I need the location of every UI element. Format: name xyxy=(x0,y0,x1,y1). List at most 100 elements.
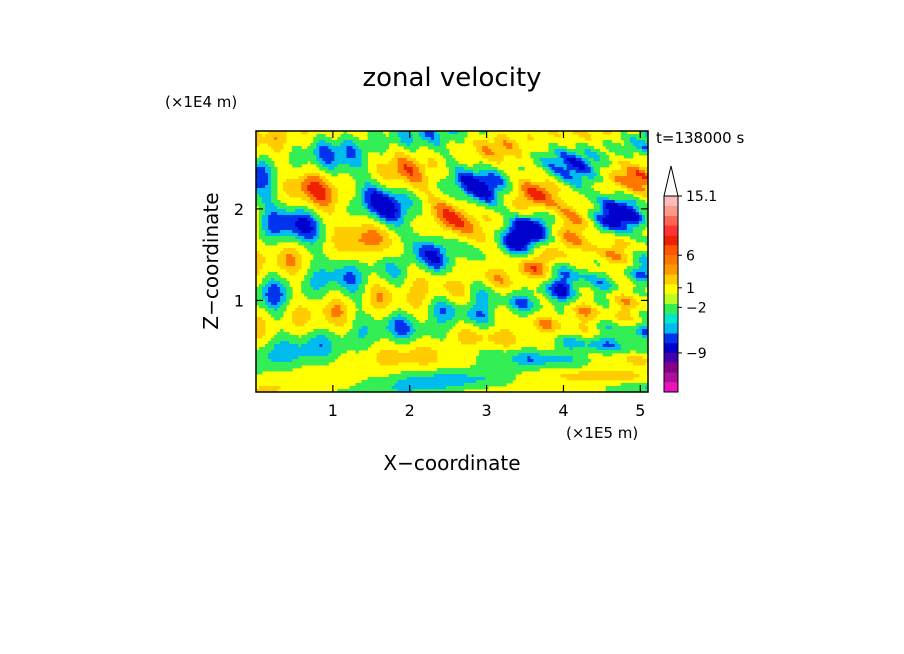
field-cell xyxy=(325,170,329,174)
field-cell xyxy=(470,185,474,189)
field-cell xyxy=(632,140,637,144)
field-cell xyxy=(611,224,616,228)
field-cell xyxy=(430,266,435,270)
field-cell xyxy=(352,206,356,210)
field-cell xyxy=(617,152,622,156)
field-cell xyxy=(319,146,323,150)
field-cell xyxy=(307,242,311,246)
field-cell xyxy=(497,209,501,213)
field-cell xyxy=(494,239,498,243)
field-cell xyxy=(343,137,347,141)
field-cell xyxy=(620,170,625,174)
field-cell xyxy=(584,167,589,171)
field-cell xyxy=(578,230,583,234)
field-cell xyxy=(548,281,552,285)
field-cell xyxy=(397,143,402,147)
field-cell xyxy=(476,227,480,231)
field-cell xyxy=(316,149,320,153)
field-cell xyxy=(593,281,598,285)
field-cell xyxy=(262,161,266,165)
field-cell xyxy=(316,158,320,162)
field-cell xyxy=(524,272,528,276)
field-cell xyxy=(488,299,492,303)
field-cell xyxy=(611,212,616,216)
field-cell xyxy=(635,143,640,147)
field-cell xyxy=(307,272,311,276)
field-cell xyxy=(262,140,266,144)
field-cell xyxy=(424,269,429,273)
field-cell xyxy=(307,230,311,234)
field-cell xyxy=(572,221,577,225)
field-cell xyxy=(566,161,570,165)
field-cell xyxy=(527,185,531,189)
field-cell xyxy=(310,221,314,225)
field-cell xyxy=(644,206,648,210)
field-cell xyxy=(452,134,456,138)
field-cell xyxy=(635,272,640,276)
field-cell xyxy=(620,296,625,300)
field-cell xyxy=(445,140,450,144)
field-cell xyxy=(563,290,567,294)
field-cell xyxy=(476,296,480,300)
field-cell xyxy=(412,203,417,207)
field-cell xyxy=(439,263,444,267)
field-cell xyxy=(280,266,284,270)
field-cell xyxy=(304,212,308,216)
field-cell xyxy=(328,164,332,168)
field-cell xyxy=(355,212,359,216)
field-cell xyxy=(403,194,408,198)
field-cell xyxy=(433,203,438,207)
field-cell xyxy=(346,242,350,246)
field-cell xyxy=(385,257,390,261)
field-cell xyxy=(563,149,567,153)
field-cell xyxy=(467,218,471,222)
field-cell xyxy=(470,245,474,249)
field-cell xyxy=(406,134,411,138)
field-cell xyxy=(265,173,269,177)
field-cell xyxy=(262,296,266,300)
field-cell xyxy=(620,167,625,171)
field-cell xyxy=(355,269,359,273)
field-cell xyxy=(268,290,272,294)
field-cell xyxy=(337,227,341,231)
field-cell xyxy=(304,218,308,222)
field-cell xyxy=(301,182,305,186)
field-cell xyxy=(452,302,456,306)
field-cell xyxy=(424,188,429,192)
field-cell xyxy=(403,173,408,177)
field-cell xyxy=(391,269,396,273)
field-cell xyxy=(623,173,628,177)
field-cell xyxy=(491,182,495,186)
field-cell xyxy=(500,149,504,153)
field-cell xyxy=(307,185,311,189)
field-cell xyxy=(286,254,290,258)
field-cell xyxy=(409,233,414,237)
field-cell xyxy=(584,146,589,150)
field-cell xyxy=(379,137,384,141)
field-cell xyxy=(476,287,480,291)
field-cell xyxy=(400,272,405,276)
field-cell xyxy=(533,305,537,309)
field-cell xyxy=(593,296,598,300)
field-cell xyxy=(617,242,622,246)
field-cell xyxy=(611,254,616,258)
field-cell xyxy=(358,299,362,303)
field-cell xyxy=(452,179,456,183)
field-cell xyxy=(509,254,513,258)
field-cell xyxy=(346,149,350,153)
field-cell xyxy=(307,182,311,186)
field-cell xyxy=(503,188,507,192)
field-cell xyxy=(620,257,625,261)
field-cell xyxy=(539,227,543,231)
field-cell xyxy=(325,146,329,150)
field-cell xyxy=(593,203,598,207)
field-cell xyxy=(455,224,459,228)
field-cell xyxy=(554,164,558,168)
field-cell xyxy=(388,191,393,195)
field-cell xyxy=(427,197,432,201)
field-cell xyxy=(403,257,408,261)
field-cell xyxy=(614,251,619,255)
field-cell xyxy=(334,230,338,234)
field-cell xyxy=(331,200,335,204)
field-cell xyxy=(551,236,555,240)
